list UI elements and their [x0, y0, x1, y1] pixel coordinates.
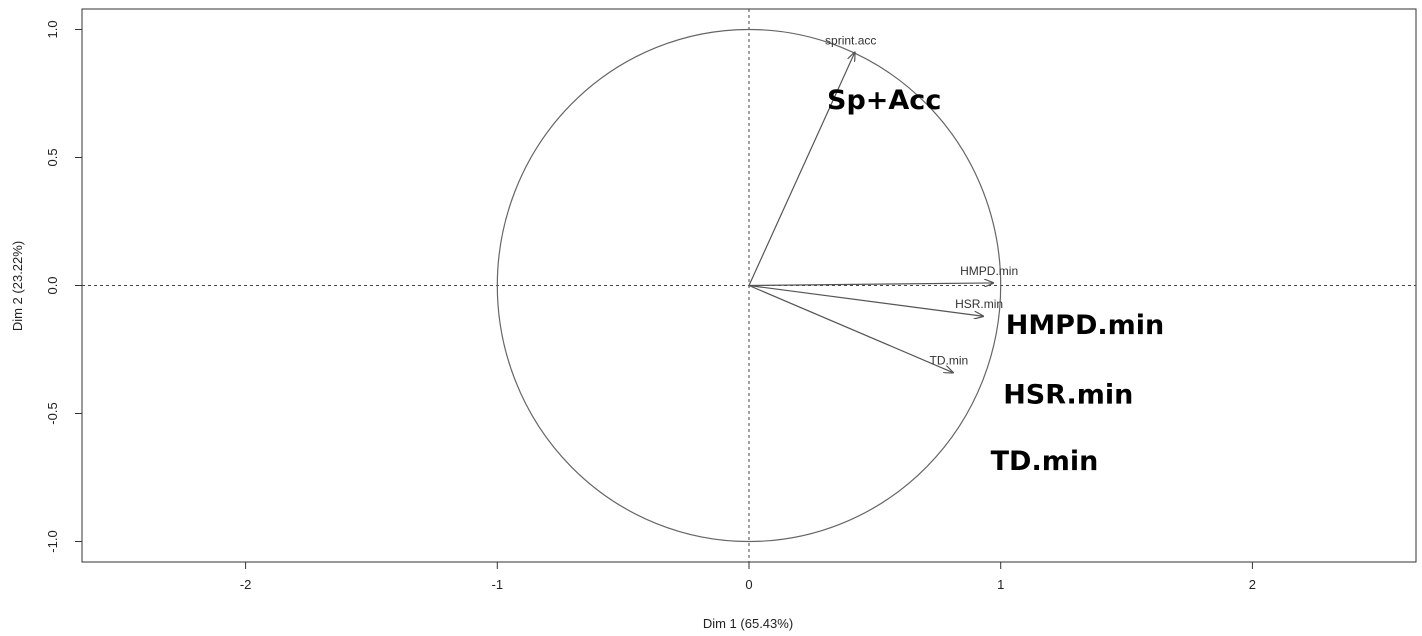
- x-tick-label: -2: [240, 577, 252, 592]
- vector-label-hsr-min: HSR.min: [955, 297, 1003, 311]
- vector-label-hmpd-min: HMPD.min: [960, 264, 1018, 278]
- y-tick-label: 0.5: [45, 148, 60, 166]
- y-tick-label: 0.0: [45, 276, 60, 294]
- annotation-hmpd-min: HMPD.min: [1006, 310, 1165, 341]
- annotation-sp-acc: Sp+Acc: [827, 85, 941, 116]
- x-tick-label: 1: [997, 577, 1004, 592]
- y-tick-label: -1.0: [45, 530, 60, 552]
- vector-arrow-sprint-acc: [748, 53, 855, 286]
- x-tick-label: 0: [745, 577, 752, 592]
- vector-arrow-td-min: [748, 284, 953, 373]
- axes-layer: -2 -1 0 1 2 -1.0 -0.5 0.0 0.5 1.0: [45, 20, 1256, 592]
- y-tick-label: -0.5: [45, 402, 60, 424]
- y-axis-label: Dim 2 (23.22%): [10, 241, 25, 331]
- vectors-layer: sprint.acc HMPD.min HSR.min TD.min: [748, 34, 1018, 373]
- annotation-hsr-min: HSR.min: [1003, 379, 1133, 410]
- x-tick-label: -1: [492, 577, 504, 592]
- x-tick-label: 2: [1249, 577, 1256, 592]
- vector-label-td-min: TD.min: [930, 354, 969, 368]
- vector-arrow-hsr-min: [748, 284, 983, 317]
- x-axis-label: Dim 1 (65.43%): [703, 616, 793, 631]
- vector-arrow-hmpd-min: [748, 283, 993, 286]
- circle-layer: [496, 28, 1002, 543]
- y-tick-label: 1.0: [45, 20, 60, 38]
- annotation-td-min: TD.min: [991, 446, 1099, 477]
- unit-circle: [496, 28, 1002, 543]
- vector-label-sprint-acc: sprint.acc: [825, 34, 876, 48]
